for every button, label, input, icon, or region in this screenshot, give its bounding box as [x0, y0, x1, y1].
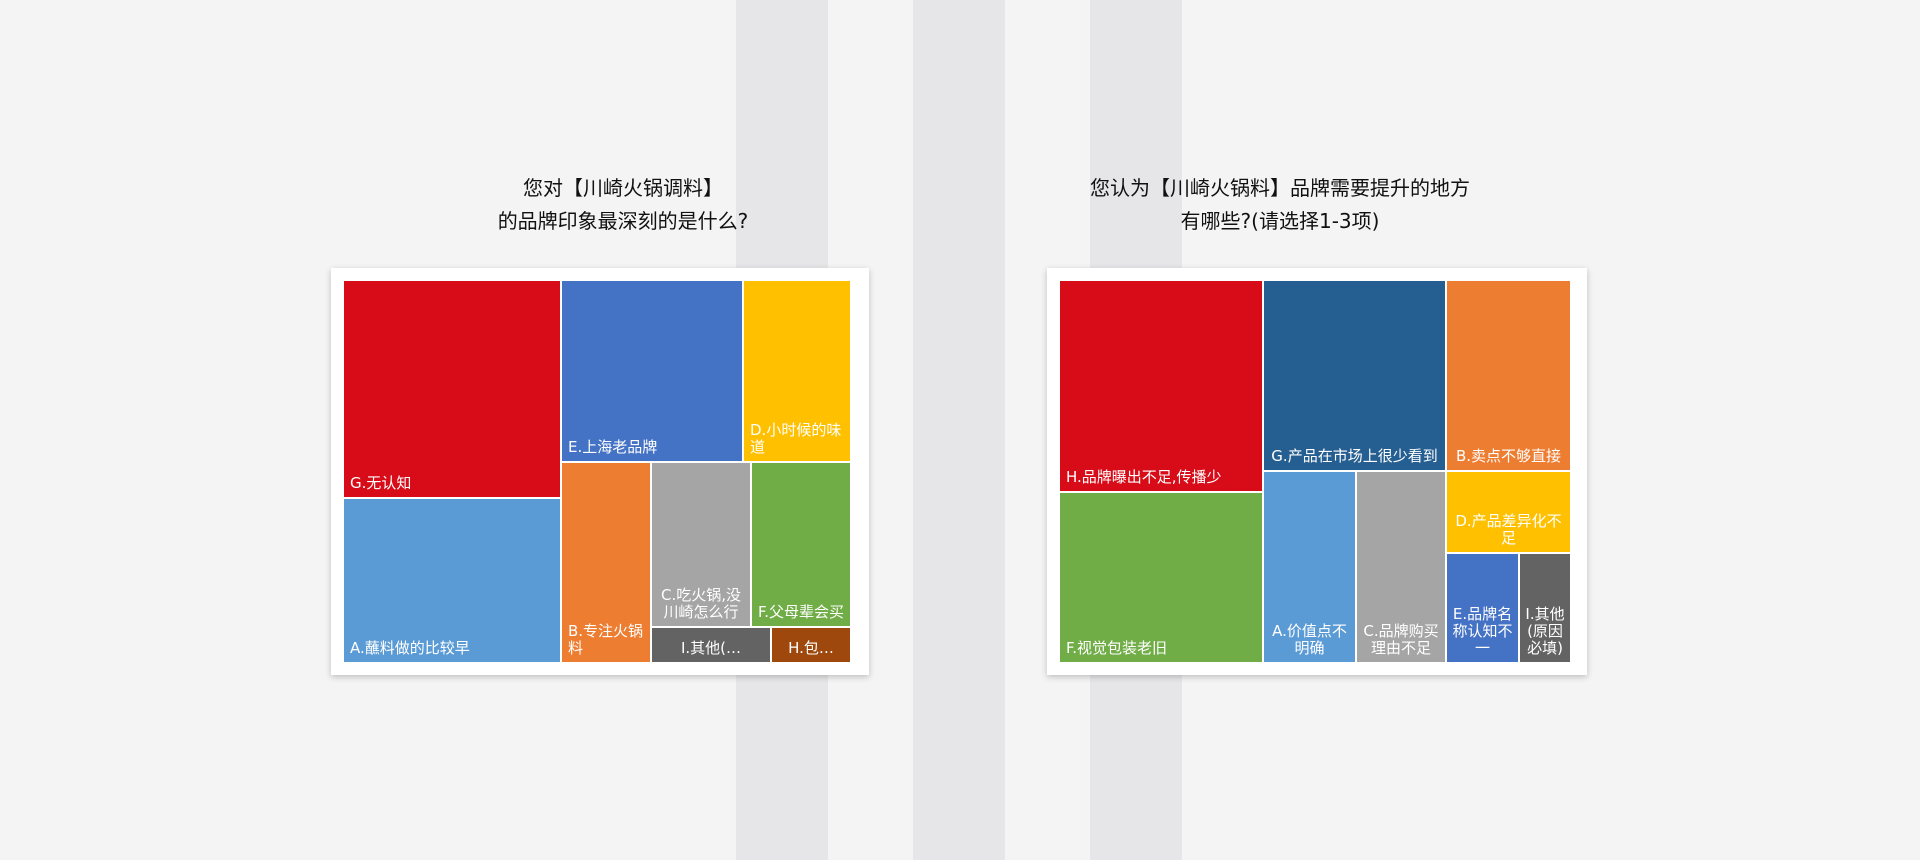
treemap-tile: E.品牌名称认知不一	[1447, 554, 1518, 662]
treemap-tile-label: I.其他(…	[680, 639, 742, 657]
treemap-tile-label: G.产品在市场上很少看到	[1271, 447, 1438, 465]
treemap-tile-label: E.上海老品牌	[568, 438, 658, 456]
chart-2-title-line-1: 您认为【川崎火锅料】品牌需要提升的地方	[1090, 176, 1470, 200]
chart-1-title-line-2: 的品牌印象最深刻的是什么?	[497, 209, 749, 233]
chart-1-treemap: G.无认知 A.蘸料做的比较早 E.上海老品牌 D.小时候的味道 B.专注火锅料 C.吃火…	[331, 268, 869, 675]
treemap-tile-label: A.价值点不明确	[1272, 622, 1347, 657]
treemap-tile-label: B.专注火锅料	[568, 622, 644, 657]
treemap-tile: D.产品差异化不足	[1447, 472, 1570, 552]
treemap-tile: C.吃火锅,没川崎怎么行	[652, 463, 750, 626]
treemap-tile-label: H.品牌曝出不足,传播少	[1066, 468, 1222, 486]
treemap-tile: E.上海老品牌	[562, 281, 742, 461]
treemap-tile-label: G.无认知	[350, 474, 412, 492]
background-stripe	[913, 0, 1005, 860]
treemap-tile: B.卖点不够直接	[1447, 281, 1570, 470]
treemap-tile-label: F.父母辈会买	[758, 603, 844, 621]
treemap-tile: G.产品在市场上很少看到	[1264, 281, 1445, 470]
treemap-tile: G.无认知	[344, 281, 560, 497]
treemap-tile: C.品牌购买理由不足	[1357, 472, 1445, 662]
treemap-tile-label: H.包…	[788, 639, 834, 657]
chart-1-card: G.无认知 A.蘸料做的比较早 E.上海老品牌 D.小时候的味道 B.专注火锅料 C.吃火…	[331, 268, 869, 675]
treemap-tile: I.其他(…	[652, 628, 770, 662]
chart-2-card: H.品牌曝出不足,传播少 F.视觉包装老旧 G.产品在市场上很少看到 A.价值点不明确…	[1047, 268, 1587, 675]
chart-2-title: 您认为【川崎火锅料】品牌需要提升的地方 有哪些?(请选择1-3项)	[1050, 172, 1510, 238]
treemap-tile: B.专注火锅料	[562, 463, 650, 662]
treemap-tile: F.视觉包装老旧	[1060, 493, 1262, 662]
treemap-tile: H.包…	[772, 628, 850, 662]
treemap-tile-label: B.卖点不够直接	[1455, 447, 1562, 465]
chart-1-title: 您对【川崎火锅调料】 的品牌印象最深刻的是什么?	[393, 172, 853, 238]
chart-2-treemap: H.品牌曝出不足,传播少 F.视觉包装老旧 G.产品在市场上很少看到 A.价值点不明确…	[1047, 268, 1587, 675]
treemap-tile-label: E.品牌名称认知不一	[1452, 605, 1513, 657]
treemap-tile: H.品牌曝出不足,传播少	[1060, 281, 1262, 491]
treemap-tile-label: F.视觉包装老旧	[1066, 639, 1167, 657]
treemap-tile: I.其他(原因必填)	[1520, 554, 1570, 662]
treemap-tile-label: C.吃火锅,没川崎怎么行	[660, 586, 741, 621]
treemap-tile-label: I.其他(原因必填)	[1525, 605, 1565, 657]
treemap-tile: A.价值点不明确	[1264, 472, 1355, 662]
treemap-tile-label: A.蘸料做的比较早	[350, 639, 470, 657]
treemap-tile-label: C.品牌购买理由不足	[1363, 622, 1439, 657]
treemap-tile: F.父母辈会买	[752, 463, 850, 626]
treemap-tile: A.蘸料做的比较早	[344, 499, 560, 662]
treemap-tile-label: D.小时候的味道	[750, 421, 842, 456]
chart-1-title-line-1: 您对【川崎火锅调料】	[523, 176, 723, 200]
treemap-tile: D.小时候的味道	[744, 281, 850, 461]
chart-2-title-line-2: 有哪些?(请选择1-3项)	[1180, 209, 1380, 233]
treemap-tile-label: D.产品差异化不足	[1455, 512, 1562, 547]
